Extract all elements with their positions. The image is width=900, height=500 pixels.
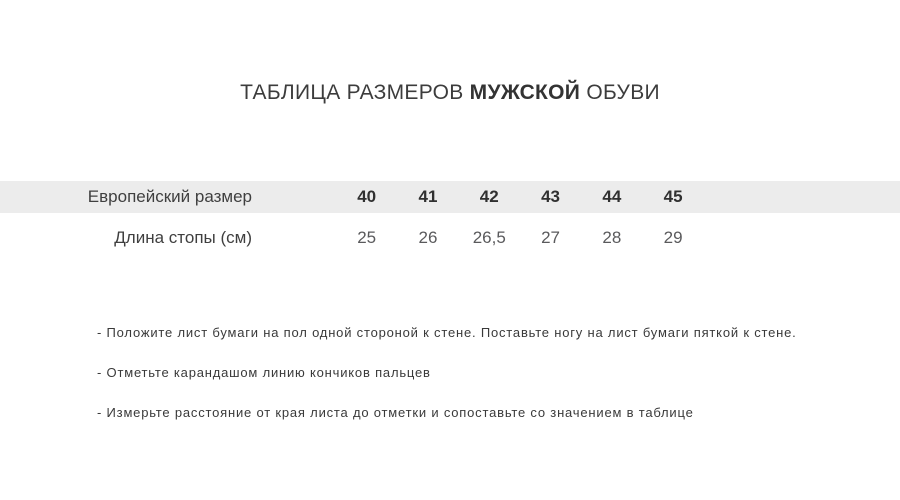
foot-length-value: 27 [541, 228, 560, 247]
title-prefix: ТАБЛИЦА РАЗМЕРОВ [240, 81, 464, 104]
eu-size-value: 43 [541, 187, 560, 206]
eu-size-value: 44 [602, 187, 622, 206]
eu-size-value: 40 [357, 187, 377, 206]
instruction-line: - Измерьте расстояние от края листа до о… [97, 405, 694, 420]
eu-size-row-label: Европейский размер [87, 187, 252, 206]
instruction-line: - Отметьте карандашом линию кончиков пал… [97, 365, 431, 380]
measurement-instructions: - Положите лист бумаги на пол одной стор… [97, 326, 857, 446]
table-row-eu-size: Европейский размер 40 41 42 43 44 45 [0, 181, 900, 213]
foot-length-value: 26 [418, 228, 438, 247]
foot-length-value: 26,5 [472, 228, 506, 247]
foot-length-value: 28 [602, 228, 622, 247]
foot-length-row-label: Длина стопы (см) [114, 228, 252, 247]
foot-length-value: 29 [663, 228, 683, 247]
eu-size-value: 45 [663, 187, 683, 206]
page-title: ТАБЛИЦА РАЗМЕРОВ МУЖСКОЙ ОБУВИ [0, 81, 900, 105]
title-suffix: ОБУВИ [586, 81, 660, 104]
foot-length-value: 25 [357, 228, 377, 247]
table-row-foot-length: Длина стопы (см) 25 26 26,5 27 28 29 [0, 213, 900, 263]
eu-size-value: 42 [479, 187, 499, 206]
instruction-line: - Положите лист бумаги на пол одной стор… [97, 325, 797, 340]
title-highlight: МУЖСКОЙ [469, 81, 581, 104]
eu-size-value: 41 [418, 187, 438, 206]
